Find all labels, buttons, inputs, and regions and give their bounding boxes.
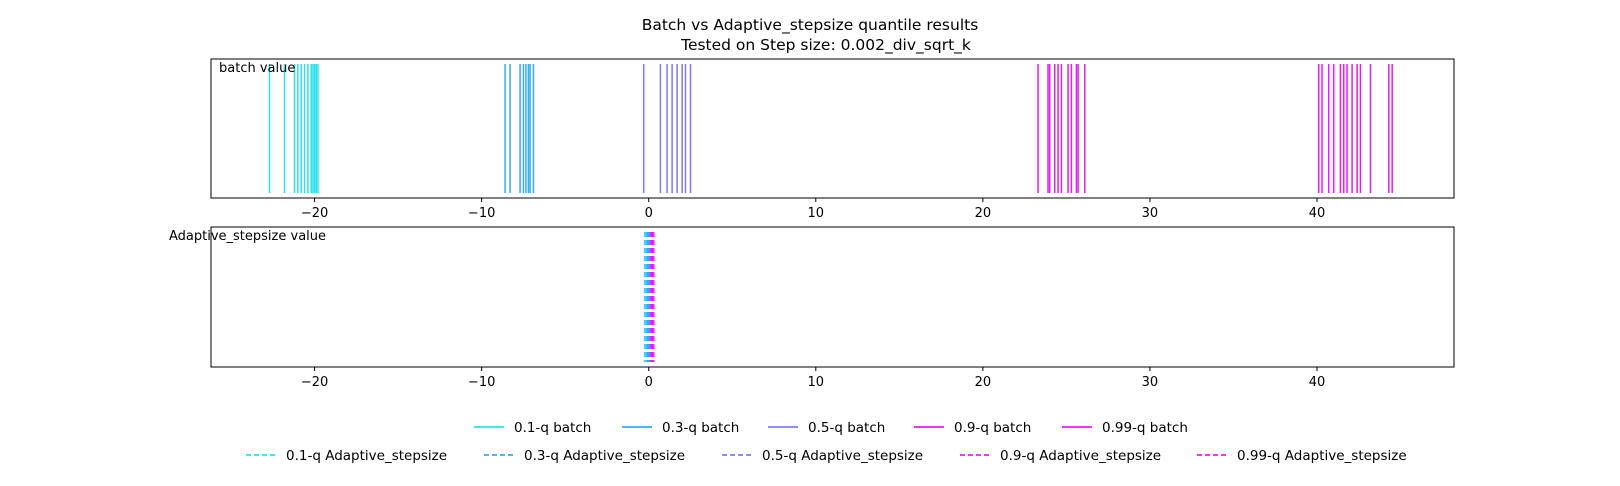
x-tick-label: −20	[301, 206, 328, 221]
series-0-5-q-adaptive-stepsize	[648, 232, 652, 362]
x-tick-label: 0	[645, 206, 653, 221]
legend-label: 0.5-q batch	[808, 420, 885, 436]
legend-label: 0.1-q Adaptive_stepsize	[286, 448, 447, 464]
panel-label: batch value	[219, 61, 295, 76]
series-0-3-q-adaptive-stepsize	[646, 232, 650, 362]
series-0-5-q-batch	[642, 64, 692, 193]
legend-label: 0.3-q batch	[662, 420, 739, 436]
x-tick-label: 10	[808, 375, 825, 390]
x-tick-label: −20	[301, 375, 328, 390]
panel-label: Adaptive_stepsize value	[169, 229, 326, 244]
legend-label: 0.9-q batch	[954, 420, 1031, 436]
x-tick-label: 0	[645, 375, 653, 390]
x-tick-label: 10	[808, 206, 825, 221]
legend-entry: 0.9-q batch	[914, 420, 1031, 436]
x-tick-label: −10	[468, 375, 495, 390]
x-tick-label: 30	[1142, 206, 1159, 221]
legend-entry: 0.1-q Adaptive_stepsize	[246, 448, 447, 464]
legend-entry: 0.3-q batch	[622, 420, 739, 436]
legend-entry: 0.99-q batch	[1062, 420, 1188, 436]
panel-1: batch value −20 −10 0 10 20 30 40	[210, 58, 1455, 221]
legend-label: 0.5-q Adaptive_stepsize	[762, 448, 923, 464]
legend-label: 0.99-q Adaptive_stepsize	[1237, 448, 1407, 464]
axes-frame	[210, 58, 1455, 199]
legend-entry: 0.99-q Adaptive_stepsize	[1197, 448, 1407, 464]
legend-entry: 0.3-q Adaptive_stepsize	[484, 448, 685, 464]
x-tick-label: 30	[1142, 375, 1159, 390]
chart-title: Batch vs Adaptive_stepsize quantile resu…	[642, 16, 979, 35]
x-tick-label: 20	[975, 206, 992, 221]
legend-entry: 0.9-q Adaptive_stepsize	[960, 448, 1161, 464]
x-tick-label: 40	[1309, 206, 1326, 221]
series-0-99-q-batch	[1317, 64, 1393, 193]
series-0-9-q-adaptive-stepsize	[650, 232, 653, 362]
legend: 0.1-q batch 0.3-q batch 0.5-q batch 0.9-q b…	[246, 420, 1407, 464]
panels-group: batch value−20 −10 0 10 20 30 40Adaptive_steps…	[169, 58, 1455, 390]
legend-label: 0.9-q Adaptive_stepsize	[1000, 448, 1161, 464]
x-tick-label: −10	[468, 206, 495, 221]
panel-2: Adaptive_stepsize value −20 −10 0 10 20 30 40	[169, 226, 1455, 390]
legend-entry: 0.1-q batch	[474, 420, 591, 436]
legend-label: 0.1-q batch	[514, 420, 591, 436]
series-0-99-q-adaptive-stepsize	[652, 232, 655, 362]
legend-entry: 0.5-q Adaptive_stepsize	[722, 448, 923, 464]
x-tick-label: 40	[1309, 375, 1326, 390]
series-0-1-q-batch	[268, 64, 319, 193]
axes-frame	[210, 226, 1455, 368]
x-axis-ticks: −20 −10 0 10 20 30 40	[301, 367, 1325, 390]
legend-label: 0.3-q Adaptive_stepsize	[524, 448, 685, 464]
x-tick-label: 20	[975, 375, 992, 390]
series-0-1-q-adaptive-stepsize	[643, 232, 647, 362]
legend-label: 0.99-q batch	[1102, 420, 1188, 436]
series-0-3-q-batch	[504, 64, 535, 193]
series-0-9-q-batch	[1037, 64, 1086, 193]
legend-entry: 0.5-q batch	[768, 420, 885, 436]
x-axis-ticks: −20 −10 0 10 20 30 40	[301, 198, 1325, 221]
chart-subtitle: Tested on Step size: 0.002_div_sqrt_k	[680, 36, 971, 55]
